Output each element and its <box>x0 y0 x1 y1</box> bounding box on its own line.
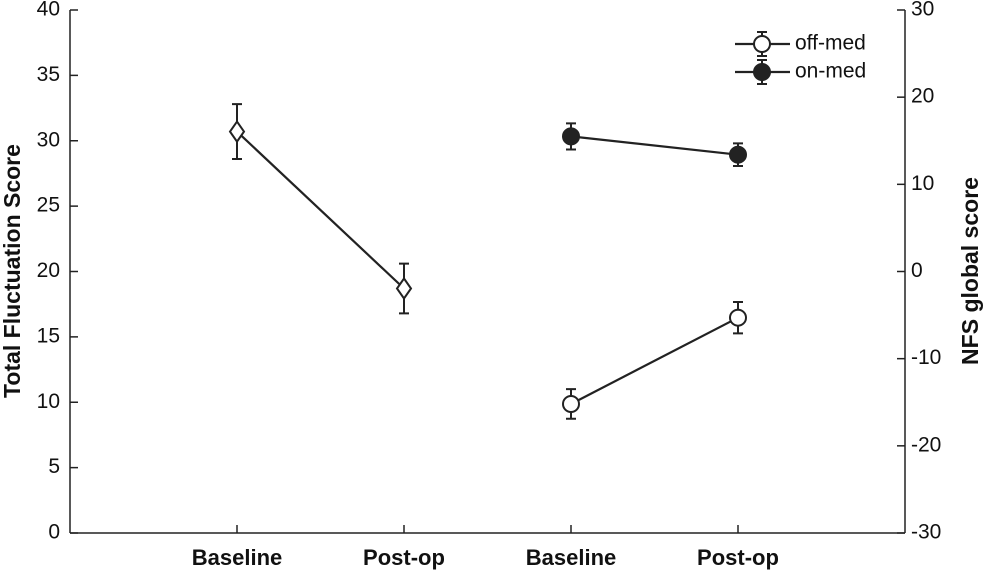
y2-tick-label: -30 <box>911 521 941 544</box>
y-tick-label: 25 <box>37 194 60 217</box>
y-tick-label: 40 <box>37 0 60 21</box>
marker <box>753 63 771 81</box>
y2-tick-label: 20 <box>911 85 934 108</box>
y2-tick-label: 30 <box>911 0 934 21</box>
y2-tick-label: 10 <box>911 172 934 195</box>
y-tick-label: 15 <box>37 324 60 347</box>
marker <box>395 276 413 301</box>
y2-axis-label: NFS global score <box>957 177 983 365</box>
marker <box>729 145 747 164</box>
y2-tick-label: -20 <box>911 433 941 456</box>
legend-label: off-med <box>795 32 866 55</box>
marker <box>562 394 580 413</box>
y-tick-label: 10 <box>37 390 60 413</box>
x-tick-label: Baseline <box>192 545 283 570</box>
y2-tick-label: -10 <box>911 346 941 369</box>
y-tick-label: 35 <box>37 63 60 86</box>
series-line <box>570 135 739 156</box>
marker <box>753 35 771 53</box>
marker <box>562 127 580 146</box>
x-tick-label: Baseline <box>526 545 617 570</box>
x-tick-label: Post-op <box>363 545 445 570</box>
marker <box>729 308 747 327</box>
series-line <box>570 316 739 405</box>
y2-tick-label: 0 <box>911 259 923 282</box>
series-line <box>236 130 405 290</box>
y-tick-label: 5 <box>48 455 60 478</box>
y-tick-label: 0 <box>48 521 60 544</box>
legend-label: on-med <box>795 60 866 83</box>
x-tick-label: Post-op <box>697 545 779 570</box>
y-tick-label: 30 <box>37 128 60 151</box>
y-axis-label: Total Fluctuation Score <box>0 144 25 398</box>
y-tick-label: 20 <box>37 259 60 282</box>
marker <box>228 119 246 144</box>
